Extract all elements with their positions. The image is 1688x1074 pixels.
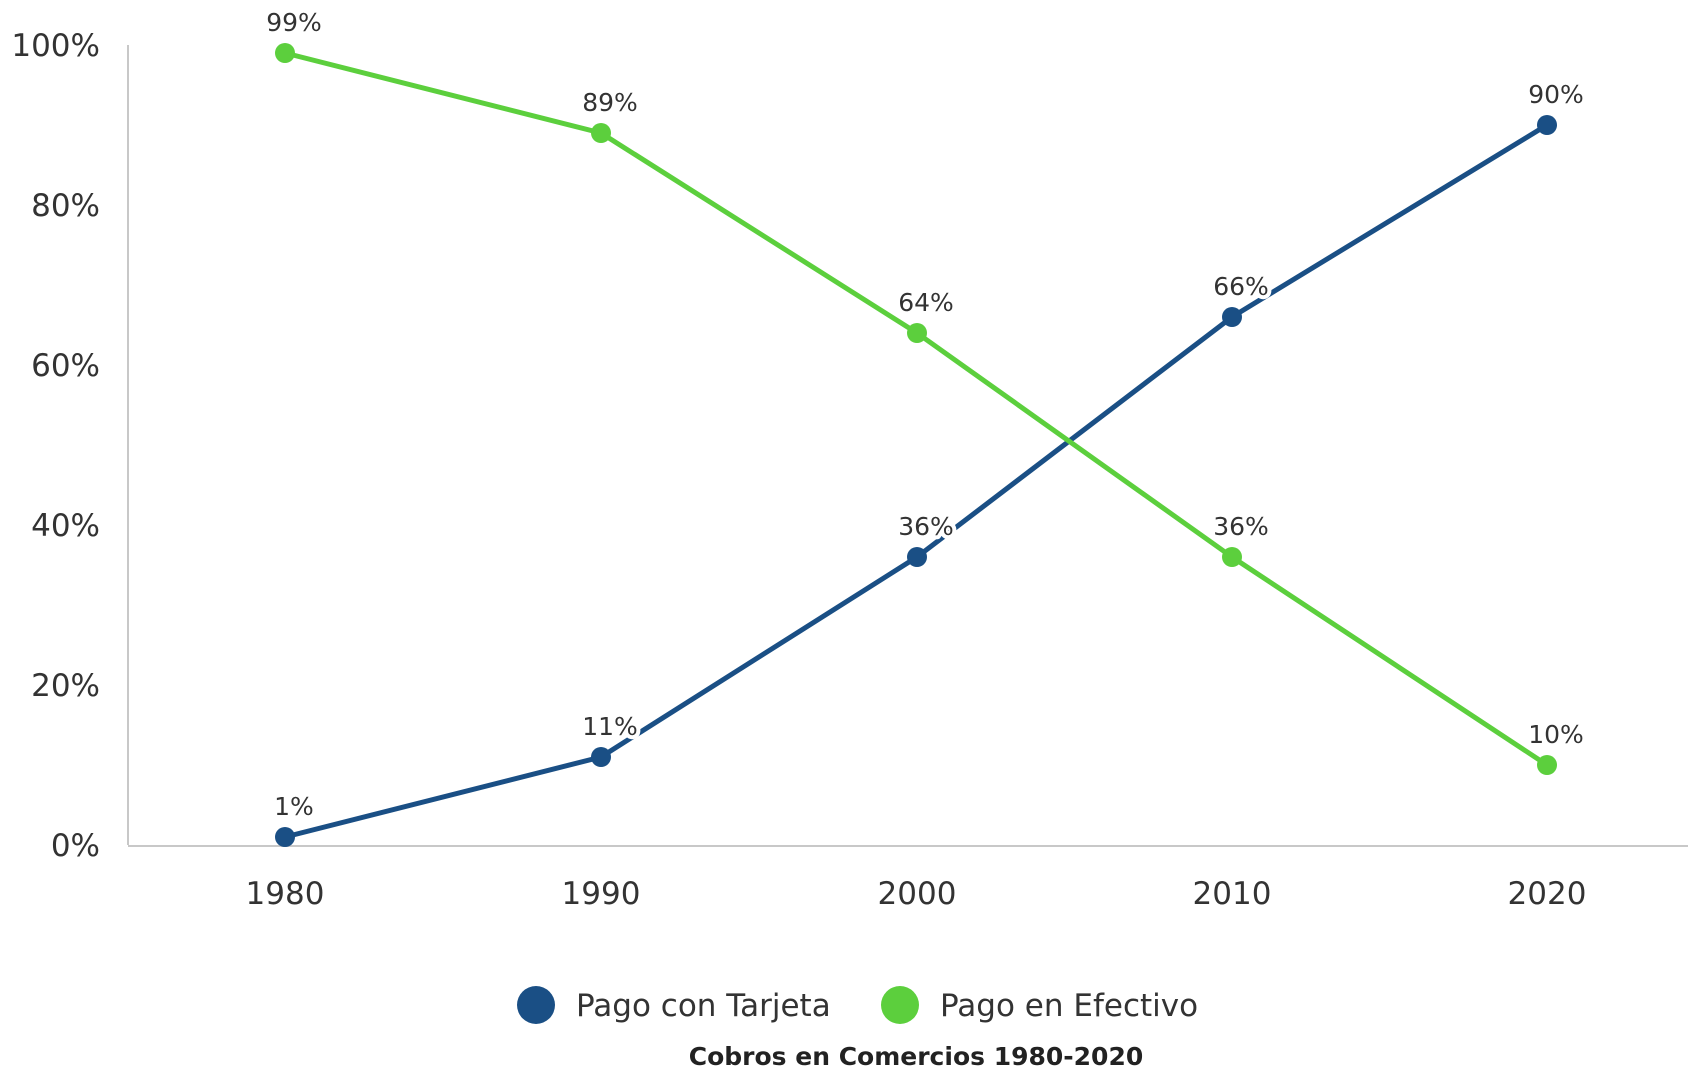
legend: Pago con Tarjeta Pago en Efectivo: [517, 986, 1198, 1024]
x-tick-label: 1980: [246, 876, 325, 912]
data-label: 66%: [1213, 272, 1269, 301]
data-point: [907, 323, 927, 343]
x-tick-label: 1990: [562, 876, 641, 912]
data-label-halo: 11%: [582, 712, 638, 741]
legend-label: Pago con Tarjeta: [576, 988, 831, 1024]
data-label: 90%: [1528, 80, 1584, 109]
data-labels: 1%1%11%11%36%36%66%66%90%90%99%99%89%89%…: [262, 4, 1588, 825]
series-line-efectivo: [282, 50, 1550, 768]
y-tick-label: 40%: [31, 508, 100, 544]
chart-caption: Cobros en Comercios 1980-2020: [689, 1042, 1144, 1070]
data-label: 99%: [266, 8, 322, 37]
data-label: 36%: [898, 512, 954, 541]
data-point: [275, 827, 295, 847]
data-label: 89%: [582, 88, 638, 117]
data-label: 11%: [582, 712, 638, 741]
series-group: [275, 43, 1557, 847]
series-line-tarjeta: [282, 122, 1550, 840]
y-tick-label: 0%: [51, 828, 100, 864]
data-label-halo: 10%: [1528, 720, 1584, 749]
data-point: [1537, 755, 1557, 775]
x-tick-label: 2010: [1193, 876, 1272, 912]
data-label-halo: 64%: [898, 288, 954, 317]
data-point: [591, 123, 611, 143]
data-label: 64%: [898, 288, 954, 317]
legend-marker: [517, 986, 555, 1024]
axes: 0% 20% 40% 60% 80% 100% 1980 1990 2000 2010 2020: [11, 28, 1688, 912]
data-label-halo: 99%: [266, 8, 322, 37]
data-label-halo: 66%: [1213, 272, 1269, 301]
y-tick-label: 60%: [31, 348, 100, 384]
y-tick-label: 80%: [31, 188, 100, 224]
data-point: [275, 43, 295, 63]
y-tick-label: 100%: [11, 28, 100, 64]
data-label: 36%: [1213, 512, 1269, 541]
data-point: [591, 747, 611, 767]
data-label-halo: 1%: [274, 792, 314, 821]
legend-label: Pago en Efectivo: [940, 988, 1198, 1024]
data-point: [1537, 115, 1557, 135]
data-label-halo: 90%: [1528, 80, 1584, 109]
data-point: [1222, 307, 1242, 327]
data-label: 1%: [274, 792, 314, 821]
data-point: [1222, 547, 1242, 567]
y-tick-label: 20%: [31, 668, 100, 704]
x-tick-label: 2020: [1508, 876, 1587, 912]
data-label-halo: 36%: [898, 512, 954, 541]
x-tick-label: 2000: [878, 876, 957, 912]
data-label: 10%: [1528, 720, 1584, 749]
data-point: [907, 547, 927, 567]
data-label-halo: 89%: [582, 88, 638, 117]
data-label-halo: 36%: [1213, 512, 1269, 541]
legend-marker: [881, 986, 919, 1024]
